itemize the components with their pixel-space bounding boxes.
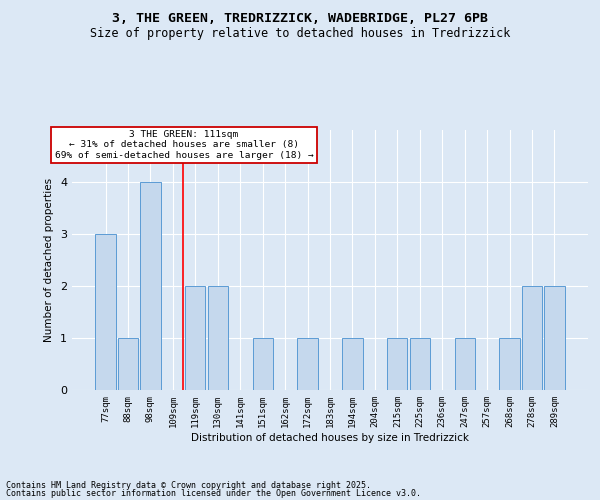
Text: 3 THE GREEN: 111sqm
← 31% of detached houses are smaller (8)
69% of semi-detache: 3 THE GREEN: 111sqm ← 31% of detached ho… [55, 130, 313, 160]
Text: 3, THE GREEN, TREDRIZZICK, WADEBRIDGE, PL27 6PB: 3, THE GREEN, TREDRIZZICK, WADEBRIDGE, P… [112, 12, 488, 26]
Bar [253, 338, 273, 390]
Bar [544, 286, 565, 390]
Y-axis label: Number of detached properties: Number of detached properties [44, 178, 55, 342]
Bar [455, 338, 475, 390]
Bar [140, 182, 161, 390]
Bar [343, 338, 362, 390]
Bar [208, 286, 228, 390]
Text: Contains public sector information licensed under the Open Government Licence v3: Contains public sector information licen… [6, 488, 421, 498]
Bar [499, 338, 520, 390]
Bar [298, 338, 317, 390]
Bar [410, 338, 430, 390]
Bar [522, 286, 542, 390]
Text: Contains HM Land Registry data © Crown copyright and database right 2025.: Contains HM Land Registry data © Crown c… [6, 481, 371, 490]
Bar [118, 338, 138, 390]
Bar [185, 286, 205, 390]
Bar [387, 338, 407, 390]
Bar [95, 234, 116, 390]
Text: Size of property relative to detached houses in Tredrizzick: Size of property relative to detached ho… [90, 28, 510, 40]
X-axis label: Distribution of detached houses by size in Tredrizzick: Distribution of detached houses by size … [191, 432, 469, 442]
